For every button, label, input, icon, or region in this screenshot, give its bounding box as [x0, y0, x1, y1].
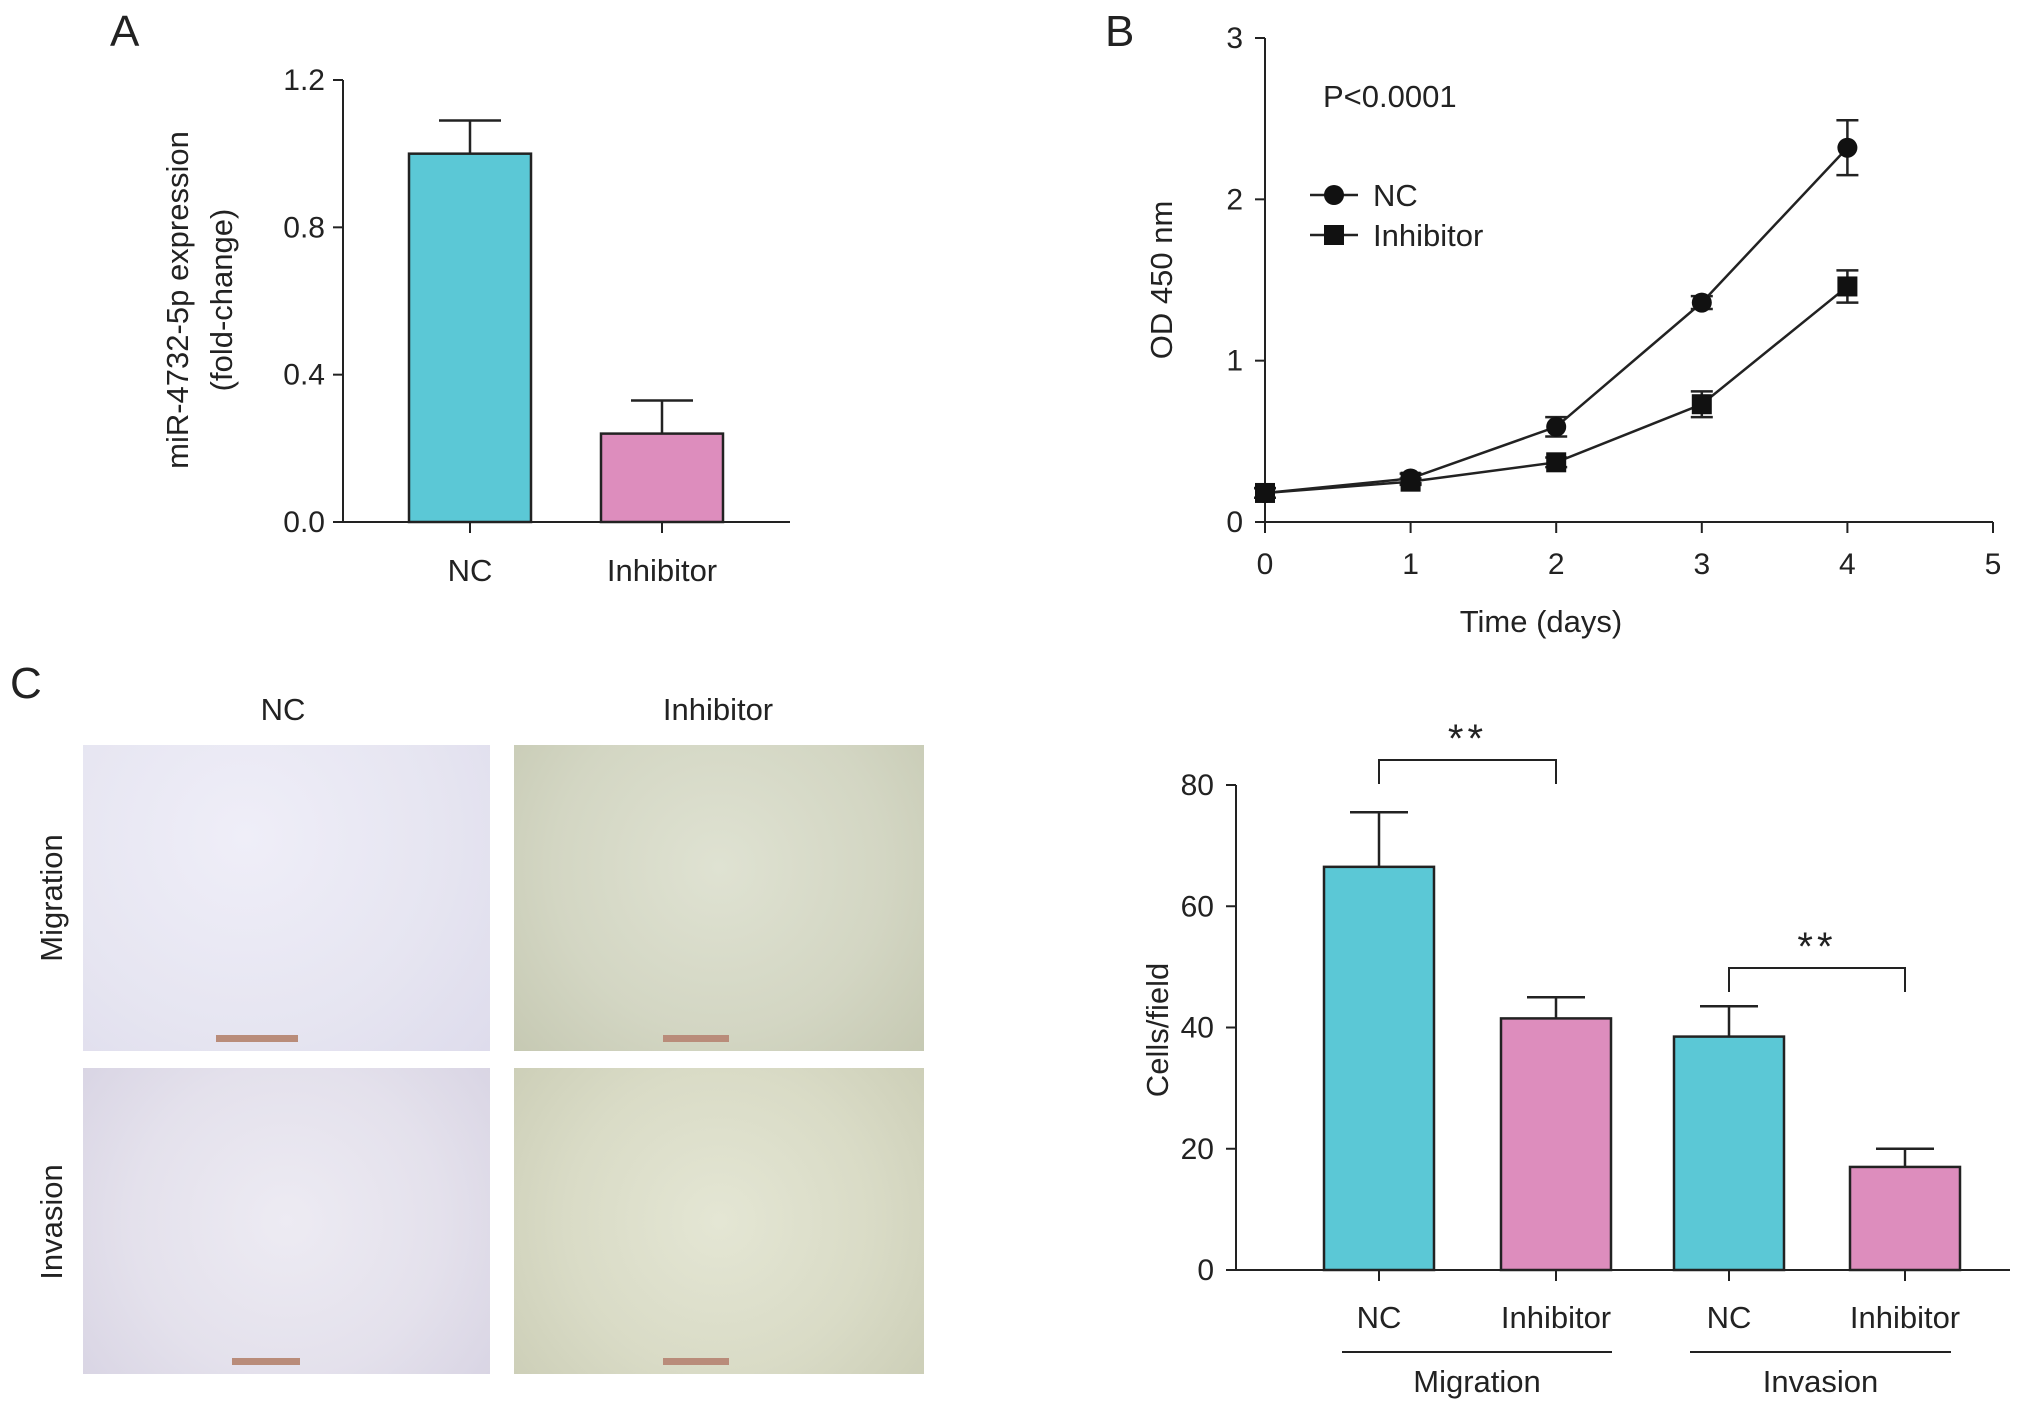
bar — [407, 152, 533, 524]
y-axis-label: OD 450 nm — [1144, 201, 1179, 360]
data-point — [1691, 394, 1712, 415]
y-axis-label-line: miR-4732-5p expression — [160, 131, 195, 469]
data-point — [1837, 276, 1858, 297]
y-tick-label: 0 — [1226, 506, 1243, 539]
scale-bar — [663, 1035, 729, 1042]
x-tick-label: Inhibitor — [1850, 1300, 1960, 1335]
data-point — [1691, 292, 1712, 313]
x-tick-label: 3 — [1693, 548, 1710, 581]
data-point — [1837, 137, 1858, 158]
micrograph-invasion-nc — [83, 1068, 490, 1374]
x-tick-label: Inhibitor — [1501, 1300, 1611, 1335]
significance-bracket — [1378, 759, 1557, 784]
significance-label: ** — [1797, 925, 1836, 969]
bar — [1672, 1035, 1786, 1272]
y-tick-label: 40 — [1181, 1012, 1214, 1045]
y-tick-label: 0.4 — [283, 359, 325, 392]
x-tick-label: NC — [448, 553, 493, 588]
data-point — [1255, 482, 1275, 503]
y-tick-label: 3 — [1226, 22, 1243, 55]
x-tick-label: Inhibitor — [607, 553, 717, 588]
panel-label-a: A — [110, 7, 140, 56]
group-label: Invasion — [1763, 1364, 1878, 1399]
significance-label: ** — [1448, 717, 1487, 761]
panel-label-b: B — [1105, 7, 1134, 56]
x-tick-label: 4 — [1839, 548, 1856, 581]
data-point — [1546, 452, 1567, 473]
micrograph-row-migration: Migration — [34, 834, 69, 962]
legend-marker — [1324, 185, 1344, 205]
x-tick-label: NC — [1357, 1300, 1402, 1335]
legend-marker — [1324, 225, 1344, 245]
scale-bar — [216, 1035, 298, 1042]
x-axis-label: Time (days) — [1460, 604, 1622, 639]
micrograph-row-invasion: Invasion — [34, 1164, 69, 1279]
p-value-annotation: P<0.0001 — [1323, 79, 1457, 114]
bar — [1322, 865, 1436, 1272]
y-tick-label: 0 — [1197, 1254, 1214, 1287]
y-tick-label: 60 — [1181, 890, 1214, 923]
y-tick-label: 1.2 — [283, 64, 325, 97]
significance-bracket — [1728, 967, 1906, 992]
data-point — [1546, 416, 1567, 437]
y-tick-label: 2 — [1226, 183, 1243, 216]
bar — [599, 432, 725, 524]
chart-panel-a: 0.0 0.4 0.8 1.2 NC Inhibitor miR-4732-5p expre… — [160, 64, 790, 588]
series-line — [1264, 146, 1849, 495]
micrograph-col-inhibitor: Inhibitor — [663, 692, 773, 727]
micrograph-migration-nc — [83, 745, 490, 1051]
micrograph-migration-inhibitor — [514, 745, 924, 1051]
legend-label: NC — [1373, 178, 1418, 213]
y-tick-label: 20 — [1181, 1133, 1214, 1166]
bar — [1499, 1017, 1613, 1272]
y-axis-label: Cells/field — [1140, 963, 1175, 1097]
data-point — [1400, 471, 1421, 492]
chart-panel-c: 0 20 40 60 80 Cells/field NC Inhibitor NC Inhibit… — [1140, 717, 2010, 1399]
panel-label-c: C — [10, 659, 42, 708]
y-axis-label: miR-4732-5p expression (fold-change) — [160, 131, 239, 469]
scale-bar — [232, 1358, 300, 1365]
x-tick-label: 2 — [1548, 548, 1565, 581]
bar — [1848, 1165, 1962, 1272]
group-label: Migration — [1413, 1364, 1541, 1399]
micrograph-invasion-inhibitor — [514, 1068, 924, 1374]
y-tick-label: 80 — [1181, 769, 1214, 802]
x-tick-label: 1 — [1402, 548, 1419, 581]
x-tick-label: 0 — [1257, 548, 1274, 581]
scale-bar — [663, 1358, 729, 1365]
y-tick-label: 0.8 — [283, 211, 325, 244]
micrograph-col-nc: NC — [261, 692, 306, 727]
y-tick-label: 0.0 — [283, 506, 325, 539]
legend-label: Inhibitor — [1373, 218, 1483, 253]
x-tick-label: 5 — [1985, 548, 2002, 581]
y-tick-label: 1 — [1226, 345, 1243, 378]
x-tick-label: NC — [1707, 1300, 1752, 1335]
y-axis-label-line: (fold-change) — [204, 209, 239, 392]
chart-panel-b: 0 1 2 3 0 1 2 3 4 5 Time (days) OD 450 nm P<0.0001 NC… — [1144, 22, 2001, 639]
